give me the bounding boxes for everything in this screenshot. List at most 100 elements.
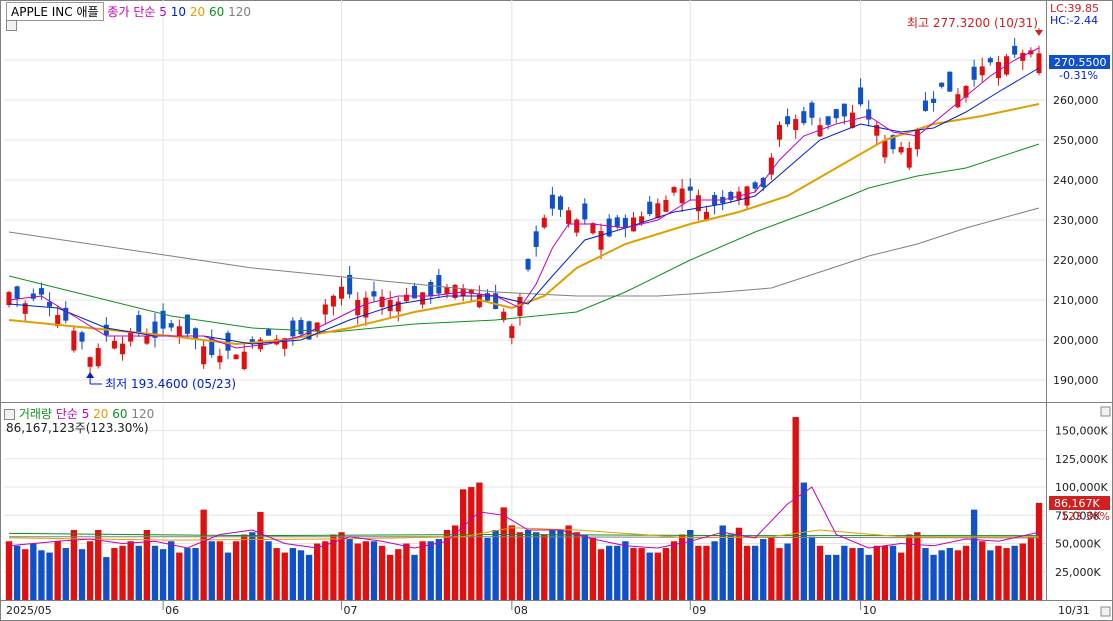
volume-label: 거래량 [18, 407, 52, 421]
candle-body [606, 218, 612, 237]
volume-y-tick: 125,000K [1055, 453, 1108, 466]
volume-ma120-line [9, 536, 1040, 539]
volume-pane-close-icon[interactable] [1100, 406, 1111, 417]
volume-bar [500, 507, 507, 600]
volume-ma-type: 단순 [55, 407, 78, 421]
volume-ma5-line [8, 486, 1040, 549]
volume-bar [646, 552, 653, 600]
volume-bar [338, 532, 345, 600]
candle-body [30, 293, 36, 299]
candle-body [768, 157, 774, 175]
volume-bar [922, 548, 929, 600]
volume-bar [970, 509, 978, 600]
candle-body [825, 116, 831, 125]
volume-bar [330, 534, 337, 600]
volume-bar [370, 541, 378, 600]
candle-body [744, 186, 750, 206]
ma-period-5: 5 [159, 5, 167, 19]
volume-y-tick: 75,000K [1055, 509, 1101, 522]
volume-bar [735, 527, 743, 600]
candle-body [249, 339, 255, 345]
volume-bar [111, 548, 118, 600]
candle-body [160, 310, 166, 329]
scroll-right-icon[interactable] [1100, 606, 1111, 617]
candle-body [655, 203, 661, 218]
volume-ma-120: 120 [131, 407, 155, 421]
volume-bar [954, 550, 962, 600]
volume-bar [151, 545, 159, 600]
candle-body [752, 182, 758, 189]
grid-toggle-icon[interactable] [6, 20, 17, 31]
volume-bar [824, 554, 832, 600]
ma20-line [8, 103, 1040, 346]
candle-body [111, 340, 117, 349]
price-y-tick: 250,000 [1053, 134, 1099, 147]
candle-body [760, 177, 766, 188]
candle-body [6, 292, 12, 306]
candle-body [225, 332, 231, 351]
candle-body [598, 230, 604, 250]
x-tick-label: 10 [863, 604, 877, 617]
volume-bar [411, 554, 418, 600]
volume-bar [727, 534, 734, 600]
candle-body [971, 66, 977, 80]
price-y-tick: 260,000 [1053, 94, 1099, 107]
x-tick-label: 2025/05 [6, 604, 52, 617]
volume-bar [1003, 548, 1010, 600]
candle-body [647, 201, 653, 215]
candle-body [874, 125, 880, 136]
volume-bar [143, 529, 151, 600]
candle-body [379, 296, 385, 308]
candle-body [420, 292, 426, 305]
x-tick-label: 07 [344, 604, 358, 617]
volume-bar [638, 548, 645, 600]
candle-body [809, 102, 815, 118]
volume-bar [597, 549, 605, 600]
volume-bar [995, 545, 1002, 600]
last-price-change: -0.31% [1059, 69, 1098, 82]
volume-bar [622, 541, 629, 600]
volume-y-tick: 150,000K [1055, 425, 1108, 438]
candle-body [63, 307, 69, 321]
volume-bar [695, 545, 702, 600]
candle-body [549, 194, 555, 209]
candle-body [574, 219, 580, 233]
last-price-value: 270.5500 [1054, 56, 1107, 69]
candle-body [55, 315, 61, 327]
candle-body [347, 274, 353, 295]
candle-body [444, 287, 450, 295]
volume-bar [962, 545, 970, 600]
volume-bar [703, 545, 710, 600]
volume-bar [865, 554, 872, 600]
volume-bar [484, 537, 491, 600]
candle-body [22, 303, 28, 314]
last-volume-value: 86,167K [1054, 497, 1100, 510]
candle-body [168, 323, 174, 328]
candle-body [314, 322, 320, 332]
candle-body [622, 217, 628, 228]
volume-bar [70, 529, 78, 600]
candle-body [898, 146, 904, 153]
volume-bar [314, 543, 321, 600]
candle-body [906, 147, 912, 168]
symbol-box[interactable]: APPLE INC 애플 [6, 2, 104, 21]
candle-body [387, 299, 393, 312]
volume-bar [78, 549, 86, 600]
volume-bar [751, 545, 759, 600]
candle-body [679, 188, 685, 204]
volume-bar [678, 534, 686, 600]
candle-body [436, 275, 442, 294]
candle-body [176, 326, 182, 337]
candle-body [241, 351, 247, 369]
volume-bar [541, 534, 548, 600]
volume-bar [881, 545, 889, 600]
price-legend: APPLE INC 애플 종가 단순 5 10 20 60 120 [6, 2, 251, 21]
candle-body [785, 116, 791, 125]
volume-bar [605, 545, 613, 600]
candle-body [95, 348, 101, 367]
candle-body [687, 186, 693, 191]
candle-body [257, 339, 263, 350]
candle-body [79, 332, 85, 342]
